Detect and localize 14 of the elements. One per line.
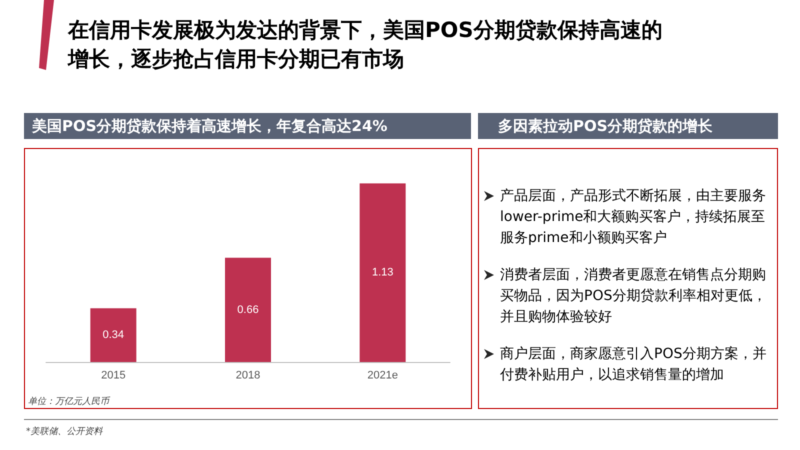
x-tick-label: 2018 [236,370,260,382]
x-tick-label: 2015 [101,370,126,382]
text: *美联储、公开资料 [26,426,102,438]
text: 多因素拉动POS分期贷款的增长 [478,113,778,139]
text: 产品层面，产品形式不断拓展，由主要服务lower-prime和大额购买客户，持续拓展至服务prime和小额购买客户 [500,187,767,248]
text: 消费者层面，消费者更愿意在销售点分期购买物品，因为POS分期贷款利率相对更低，并且购物体验较好 [500,266,768,327]
chart-subtitle: 美国POS分期贷款保持着高速增长，年复合高达24% [24,113,471,139]
chart-title: 在信用卡发展极为发达的背景下，美国POS分期贷款保持高速的增长，逐步抢占信用卡分期已有市场 [68,17,664,73]
x-tick-label: 2021e [367,370,398,382]
data-label: 0.34 [102,329,124,342]
text: 商户层面，商家愿意引入POS分期方案，并付费补贴用户，以追求销售量的增加 [500,345,768,385]
data-label: 0.66 [237,304,259,316]
data-label: 1.13 [372,266,394,279]
text: 单位：万亿元人民币 [28,396,109,408]
